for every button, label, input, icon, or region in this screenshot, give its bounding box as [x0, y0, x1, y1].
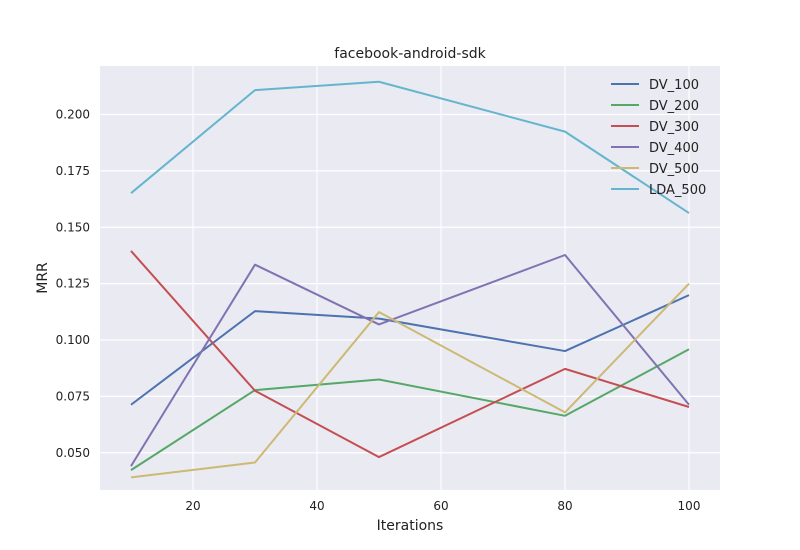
- y-tick-label: 0.200: [56, 107, 90, 121]
- series-lines: [130, 80, 690, 479]
- series-line-dv-500: [130, 282, 690, 479]
- legend-label: LDA_500: [649, 183, 706, 198]
- tick-labels: 20 40 60 80 100 0.050 0.075 0.100 0.125 0.150 0.17…: [56, 107, 701, 513]
- x-tick-label: 80: [557, 499, 572, 513]
- chart-title: facebook-android-sdk: [334, 46, 486, 62]
- series-line-dv-200: [130, 348, 690, 471]
- y-tick-label: 0.150: [56, 220, 90, 234]
- legend-label: DV_400: [649, 141, 699, 156]
- series-line-lda-500: [130, 80, 690, 214]
- plot-area: [100, 66, 720, 490]
- x-tick-label: 60: [433, 499, 448, 513]
- legend: DV_100 DV_200 DV_300 DV_400 DV_500 LDA_500: [611, 78, 706, 198]
- x-tick-label: 20: [185, 499, 200, 513]
- x-tick-label: 40: [309, 499, 324, 513]
- y-tick-label: 0.100: [56, 333, 90, 347]
- y-tick-label: 0.075: [56, 389, 90, 403]
- legend-label: DV_100: [649, 78, 699, 93]
- x-axis-title: Iterations: [377, 518, 444, 534]
- x-tick-label: 100: [678, 499, 701, 513]
- series-line-dv-300: [130, 250, 690, 459]
- y-axis-title: MRR: [35, 262, 51, 294]
- y-tick-label: 0.175: [56, 164, 90, 178]
- series-line-dv-100: [130, 294, 690, 406]
- legend-label: DV_300: [649, 120, 699, 135]
- legend-label: DV_500: [649, 162, 699, 177]
- grid-lines: [100, 66, 720, 490]
- y-tick-label: 0.125: [56, 277, 90, 291]
- series-line-dv-400: [130, 254, 690, 467]
- y-tick-label: 0.050: [56, 446, 90, 460]
- legend-label: DV_200: [649, 99, 699, 114]
